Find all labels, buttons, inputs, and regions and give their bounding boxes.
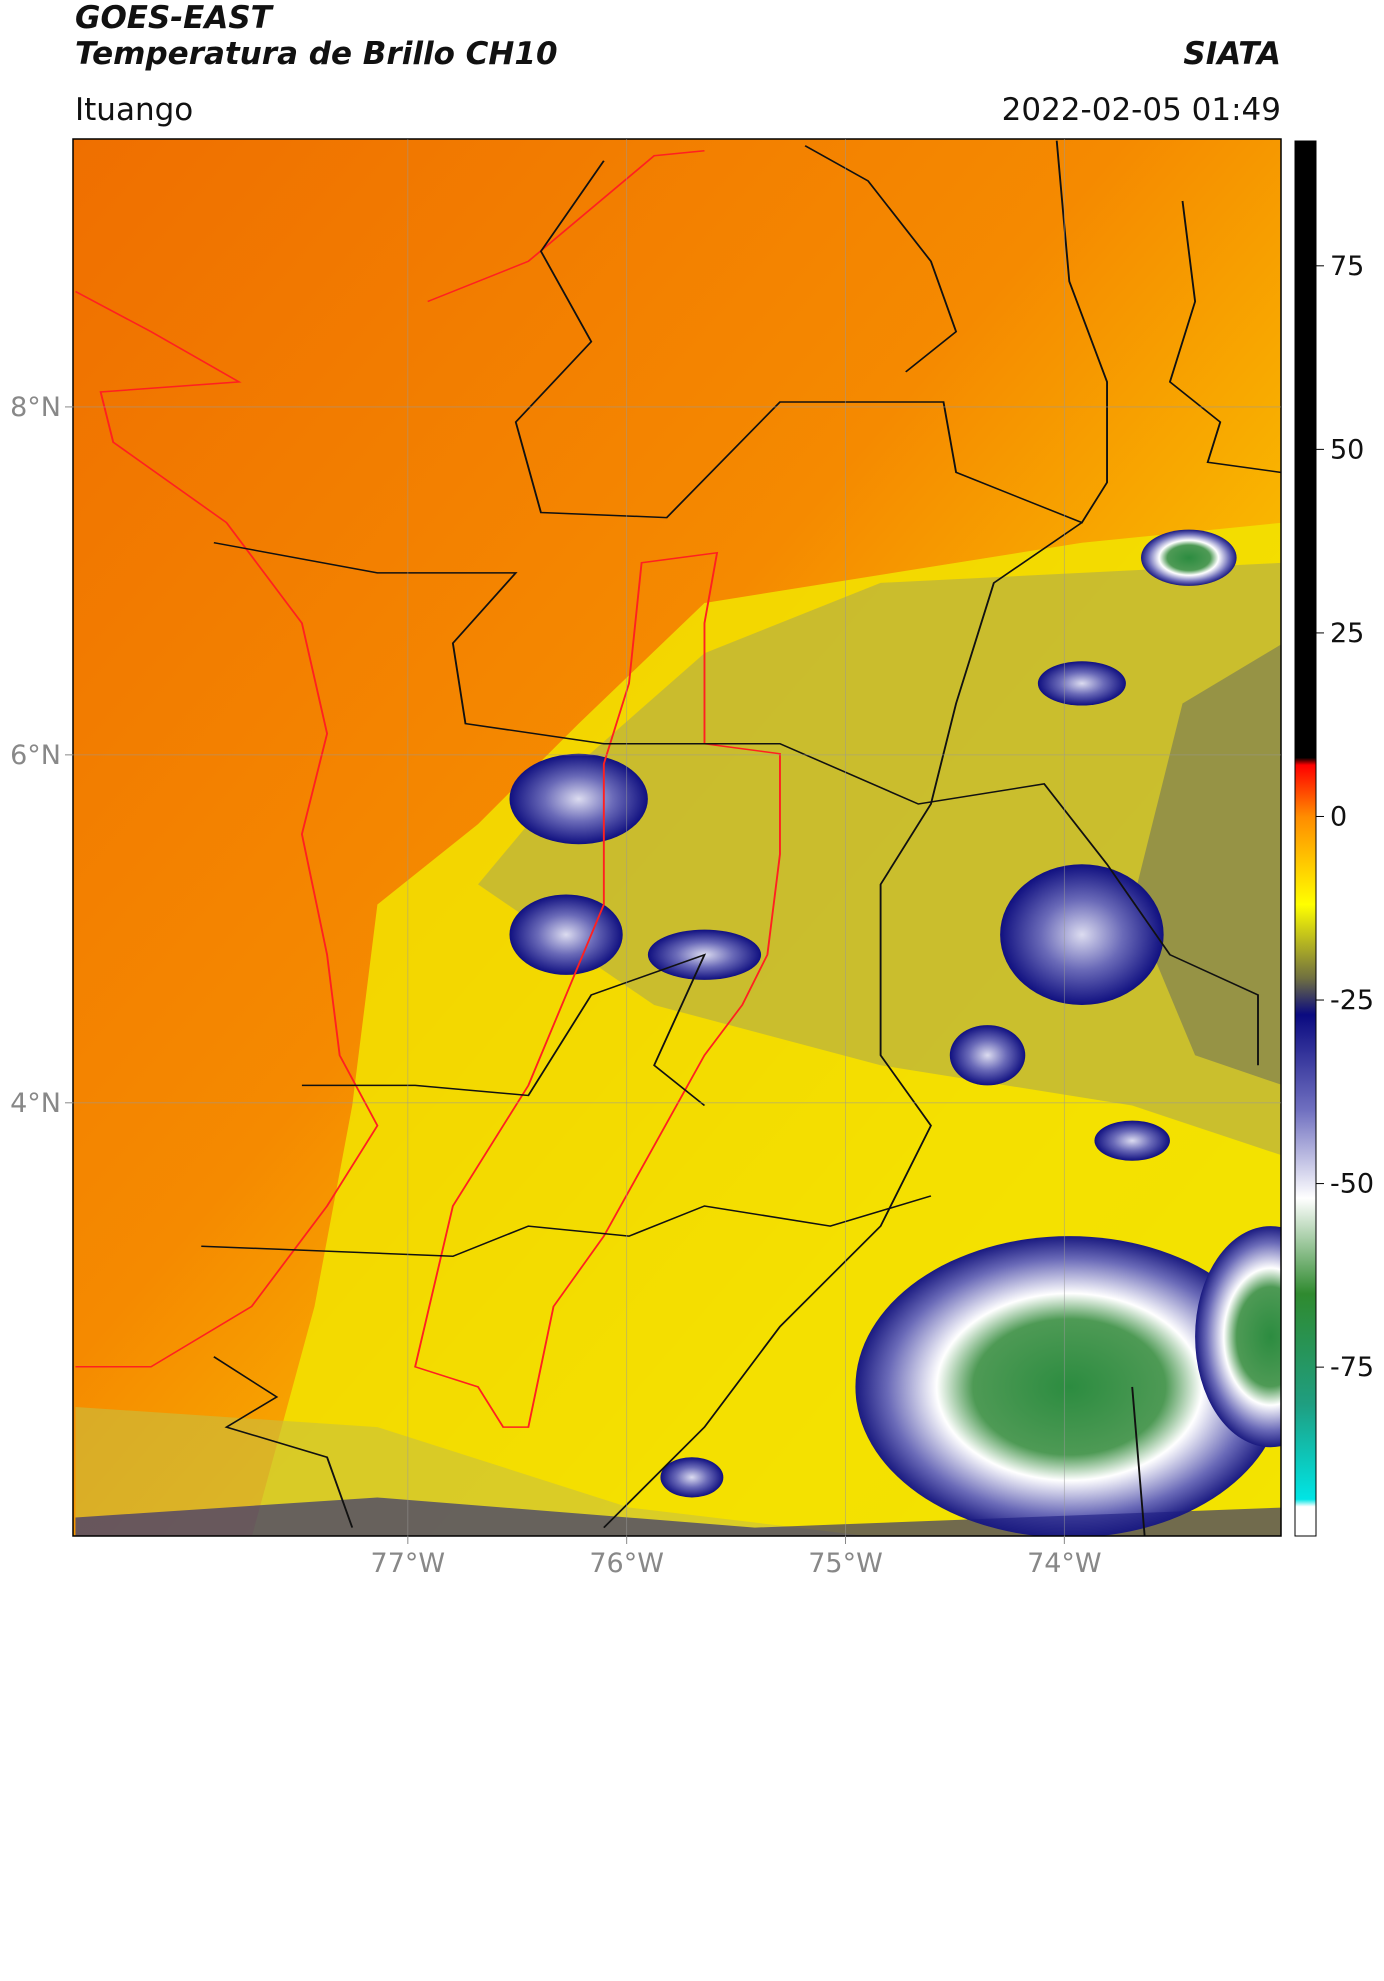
colorbar-tick-label: -25 [1330,985,1374,1016]
colorbar-tick-label: 50 [1330,434,1364,465]
title: GOES-EAST [75,0,275,36]
timestamp: 2022-02-05 01:49 [1002,92,1281,128]
y-tick-label: 8°N [10,392,61,423]
colorbar-tick-label: 75 [1330,251,1364,282]
x-tick-label: 76°W [589,1548,664,1579]
colorbar-tick-label: 25 [1330,618,1364,649]
y-tick-label: 6°N [10,740,61,771]
x-tick-label: 74°W [1027,1548,1102,1579]
map-frame [72,138,1282,1537]
location: Ituango [75,92,193,128]
colorbar [1294,140,1317,1537]
colorbar-tick-label: 0 [1330,801,1347,832]
subtitle: Temperatura de Brillo CH10 [75,36,558,72]
x-tick-label: 75°W [808,1548,883,1579]
x-tick-label: 77°W [371,1548,446,1579]
colorbar-tick-label: -50 [1330,1169,1374,1200]
source: SIATA [1183,36,1281,72]
colorbar-tick-label: -75 [1330,1352,1374,1383]
y-tick-label: 4°N [10,1088,61,1119]
map-imagery [73,139,1281,1536]
